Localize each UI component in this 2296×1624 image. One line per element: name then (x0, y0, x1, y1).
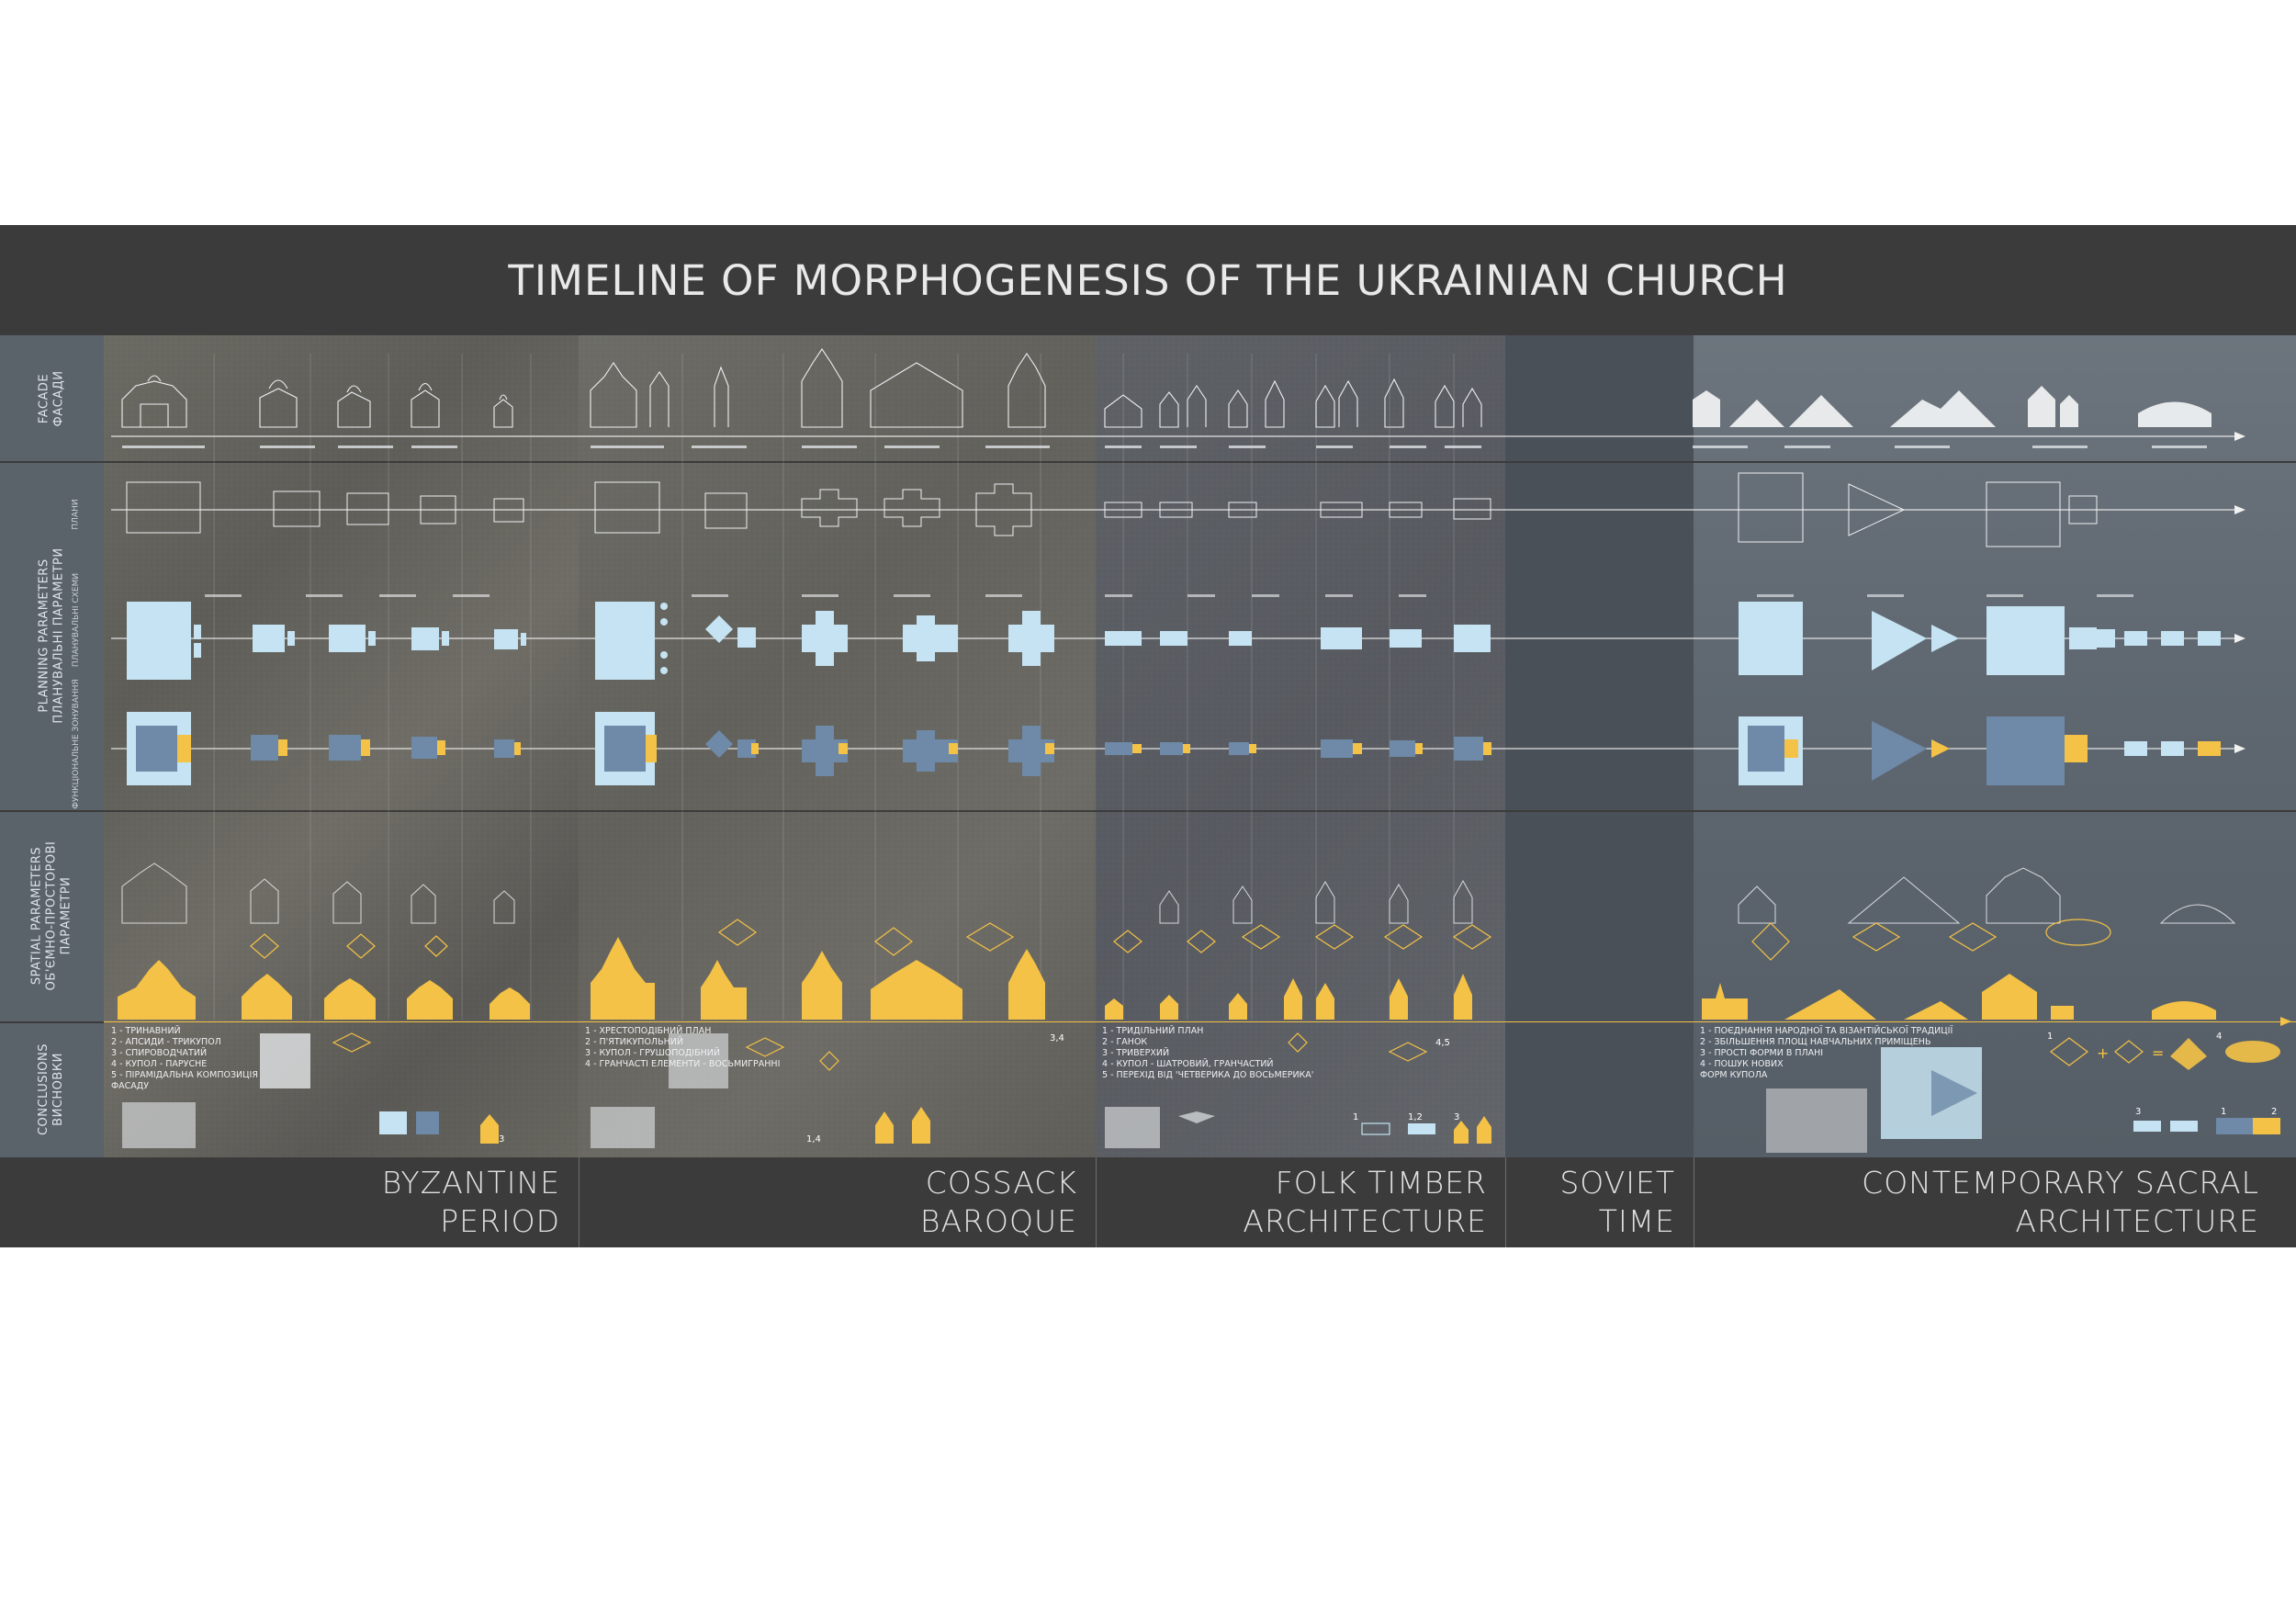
period-timber: FOLK TIMBER ARCHITECTURE (1243, 1165, 1487, 1239)
num-label: 1 (2047, 1032, 2054, 1042)
num-label: 3 (499, 1134, 505, 1145)
timeline-arrowheads (2234, 432, 2245, 753)
facade-contemporary (1693, 386, 2212, 427)
timeline-poster: TIMELINE OF MORPHOGENESIS OF THE UKRAINI… (0, 225, 2296, 1247)
spatial-label-en: SPATIAL PARAMETERS (29, 846, 44, 986)
panel-soviet (1505, 335, 1694, 1157)
conclusions-label-en: CONCLUSIONS (37, 1043, 51, 1136)
num-label: 1 (2221, 1107, 2227, 1117)
facade-silhouettes (121, 348, 1482, 428)
conclusion-glyphs (122, 1032, 2280, 1153)
period-baroque: COSSACK BAROQUE (919, 1165, 1077, 1239)
num-label: 1 (1353, 1112, 1359, 1122)
num-label: 3 (1454, 1112, 1460, 1122)
num-label: 4 (2216, 1032, 2223, 1042)
scheme-blocks (127, 602, 2221, 680)
facade-label-en: FACADE (37, 373, 51, 423)
num-label: 3,4 (1050, 1033, 1064, 1043)
num-label: 2 (2271, 1107, 2278, 1117)
morphogenesis-drawing (104, 335, 2291, 1157)
period-separator (1096, 1157, 1097, 1247)
spatial-isometric-domes (250, 919, 2111, 961)
equals-sign: = (2152, 1044, 2165, 1062)
planning-label-en: PLANNING PARAMETERS (37, 558, 51, 713)
label-divider (0, 810, 104, 812)
conclusion-arrowhead (2280, 1017, 2291, 1026)
label-divider (0, 461, 104, 463)
sub-label-plans: ПЛАНИ (72, 499, 82, 530)
plus-sign: + (2097, 1044, 2110, 1062)
timeline-content: 1 - ТРИНАВНИЙ 2 - АПСИДИ - ТРИКУПОЛ 3 - … (104, 335, 2296, 1157)
page-title: TIMELINE OF MORPHOGENESIS OF THE UKRAINI… (508, 255, 1788, 305)
period-byzantine: BYZANTINE PERIOD (381, 1165, 560, 1239)
spatial-label-ua: ОБ'ЄМНО-ПРОСТОРОВІ (44, 840, 59, 991)
baroque-conclusions: 1 - ХРЕСТОПОДІБНИЙ ПЛАН 2 - П'ЯТИКУПОЛЬН… (585, 1026, 781, 1069)
sub-label-functional: ФУНКЦІОНАЛЬНЕ ЗОНУВАННЯ (72, 679, 81, 809)
row-label-spatial: SPATIAL PARAMETERS ОБ'ЄМНО-ПРОСТОРОВІ ПАРА… (0, 810, 104, 1021)
row-label-planning: PLANNING PARAMETERS ПЛАНУВАЛЬНІ ПАРАМЕТРИ (0, 461, 104, 810)
num-label: 3 (2135, 1107, 2142, 1117)
spatial-yellow-silhouettes (118, 937, 2216, 1020)
period-separator (1505, 1157, 1506, 1247)
period-separator (579, 1157, 580, 1247)
scheme-captions (205, 594, 2133, 597)
period-contemporary: CONTEMPORARY SACRAL ARCHITECTURE (1862, 1165, 2259, 1239)
num-label: 1,2 (1408, 1112, 1423, 1122)
period-soviet: SOVIET TIME (1559, 1165, 1675, 1239)
num-label: 1,4 (806, 1134, 821, 1145)
contemporary-conclusions: 1 - ПОЄДНАННЯ НАРОДНОЇ ТА ВІЗАНТІЙСЬКОЇ … (1700, 1026, 1953, 1080)
plan-outlines (126, 472, 2098, 547)
row-label-column: FACADE ФАСАДИ PLANNING PARAMETERS ПЛАНУВАЛ… (0, 335, 104, 1157)
row-label-facade: FACADE ФАСАДИ (0, 335, 104, 461)
sub-label-schemes: ПЛАНУВАЛЬНІ СХЕМИ (72, 572, 82, 668)
row-label-conclusions: CONCLUSIONS ВИСНОВКИ (0, 1021, 104, 1157)
functional-zoning (127, 712, 2221, 785)
conclusions-label-ua: ВИСНОВКИ (51, 1053, 66, 1126)
timber-conclusions: 1 - ТРИДІЛЬНИЙ ПЛАН 2 - ГАНОК 3 - ТРИВЕР… (1102, 1026, 1314, 1080)
planning-label-ua: ПЛАНУВАЛЬНІ ПАРАМЕТРИ (51, 547, 66, 724)
facade-captions (122, 445, 2207, 448)
period-bar: BYZANTINE PERIOD COSSACK BAROQUE FOLK TIMB… (104, 1157, 2296, 1247)
label-divider (0, 1021, 104, 1023)
byzantine-conclusions: 1 - ТРИНАВНИЙ 2 - АПСИДИ - ТРИКУПОЛ 3 - … (111, 1026, 258, 1091)
title-bar: TIMELINE OF MORPHOGENESIS OF THE UKRAINI… (0, 225, 2296, 335)
num-label: 4,5 (1435, 1038, 1450, 1048)
spatial-label-ua2: ПАРАМЕТРИ (59, 876, 73, 955)
spatial-outlines (121, 863, 2236, 924)
facade-label-ua: ФАСАДИ (51, 370, 66, 426)
